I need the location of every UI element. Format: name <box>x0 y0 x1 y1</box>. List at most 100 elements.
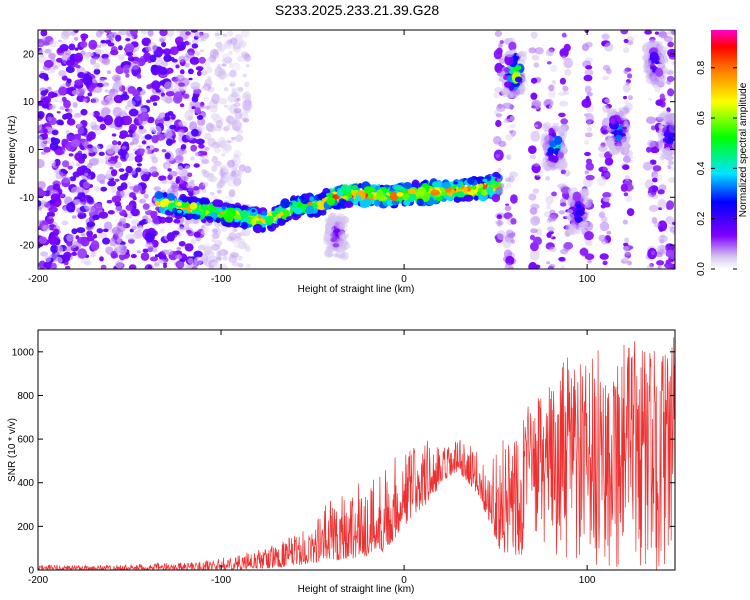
spectrogram-cell <box>508 84 515 91</box>
colorbar-tick-label: 0.4 <box>696 161 707 175</box>
spectrogram-cell <box>214 147 222 154</box>
spectrogram-cell <box>325 192 334 198</box>
spectrogram-y-axis: -20 -10 0 10 20 <box>20 49 675 252</box>
spectrogram-cell <box>503 118 511 124</box>
spectrogram-cell <box>151 80 161 90</box>
spectrogram-cell <box>559 148 566 153</box>
spectrogram-cell <box>505 203 510 206</box>
spectrogram-cell <box>123 115 133 126</box>
spectrogram-cell <box>661 154 667 158</box>
spectrogram-cell <box>601 33 610 40</box>
spectrogram-cell <box>181 196 189 203</box>
spectrogram-cell <box>509 171 518 178</box>
spectrogram-cell <box>625 81 630 86</box>
spectrogram-cell <box>242 117 248 123</box>
spectrogram-cell <box>601 225 606 231</box>
spectrogram-cell <box>136 163 142 167</box>
spectrogram-cell <box>74 79 84 86</box>
spectrogram-cell <box>204 79 213 88</box>
spectrogram-cell <box>64 112 73 120</box>
spectrogram-cell <box>131 225 137 231</box>
spectrogram-cell <box>234 183 239 187</box>
spectrogram-cell <box>169 46 179 56</box>
spectrogram-cell <box>504 205 512 211</box>
spectrogram-cell <box>656 247 661 252</box>
spectrogram-cell <box>100 186 108 192</box>
spectrogram-cell <box>119 217 127 223</box>
spectrogram-cell <box>658 123 664 129</box>
spectrogram-cell <box>200 156 207 161</box>
spectrogram-cell <box>530 228 538 234</box>
spectrogram-cell <box>304 193 311 200</box>
spectrogram-cell <box>161 149 167 153</box>
spectrogram-cell <box>177 261 185 269</box>
spectrogram-cell <box>118 54 125 61</box>
spectrogram-cell <box>584 85 592 94</box>
spectrogram-cell <box>190 238 196 245</box>
spectrogram-cell <box>62 170 68 175</box>
spectrogram-cell <box>66 78 72 84</box>
spectrogram-cell <box>203 246 213 255</box>
spectrogram-cell <box>548 84 555 92</box>
spectrogram-cell <box>231 136 236 141</box>
spectrogram-cell <box>201 70 208 76</box>
spectrogram-cell <box>68 43 76 51</box>
spectrogram-cell <box>43 146 51 153</box>
spectrogram-cell <box>598 145 608 153</box>
spectrogram-cell <box>646 146 652 153</box>
spectrogram-cell <box>575 209 585 217</box>
spectrogram-cell <box>236 55 247 63</box>
spectrogram-cell <box>94 129 102 135</box>
spectrogram-cell <box>244 165 252 174</box>
spectrogram-cell <box>221 153 226 157</box>
spectrogram-cell <box>530 31 538 39</box>
spectrogram-cell <box>337 217 342 223</box>
spectrogram-cell <box>143 52 152 60</box>
spectrogram-cell <box>585 65 593 70</box>
spectrogram-cell <box>623 245 629 252</box>
spectrogram-cell <box>222 33 228 38</box>
spectrogram-cell <box>602 64 611 71</box>
spectrogram-cell <box>38 55 47 64</box>
spectrogram-cell <box>107 42 115 47</box>
spectrogram-cell <box>198 56 206 64</box>
spectrogram-cell <box>507 232 516 238</box>
spectrogram-cell <box>152 148 160 152</box>
spectrogram-cell <box>504 54 514 66</box>
spectrogram-cell <box>481 189 488 196</box>
spectrogram-cell <box>180 69 185 75</box>
spectrogram-cell <box>218 97 228 105</box>
spectrogram-cell <box>550 64 558 72</box>
spectrogram-cell <box>49 40 58 48</box>
spectrogram-cell <box>160 228 165 234</box>
spectrogram-cell <box>329 212 337 217</box>
spectrogram-cell <box>92 78 98 84</box>
spectrogram-cell <box>185 31 191 36</box>
spectrogram-cell <box>238 40 247 48</box>
spectrogram-cell <box>336 240 347 252</box>
spectrogram-cell <box>40 151 47 155</box>
spectrogram-cell <box>667 88 675 97</box>
spectrogram-cell <box>65 130 70 135</box>
spectrogram-cell <box>208 264 215 269</box>
spectrogram-cell <box>650 250 656 256</box>
spectrogram-cell <box>149 54 157 63</box>
spectrogram-cell <box>74 52 83 63</box>
spectrogram-cell <box>86 196 94 204</box>
spectrogram-cell <box>326 241 334 249</box>
spectrogram-cell <box>545 176 551 181</box>
spectrogram-cell <box>218 68 227 76</box>
spectrogram-cell <box>575 204 582 209</box>
spectrogram-cell <box>132 148 138 152</box>
spectrogram-cell <box>529 249 540 261</box>
spectrogram-cell <box>658 131 664 138</box>
spectrogram-cell <box>334 195 340 200</box>
spectrogram-cell <box>160 95 169 101</box>
spectrogram-cell <box>528 145 537 154</box>
spectrogram-cell <box>88 39 98 50</box>
spectrogram-cell <box>508 41 517 51</box>
spectrogram-cell <box>649 51 659 62</box>
spectrogram-cell <box>147 41 158 52</box>
spectrogram-cell <box>138 145 143 148</box>
spectrogram-cell <box>261 210 268 216</box>
